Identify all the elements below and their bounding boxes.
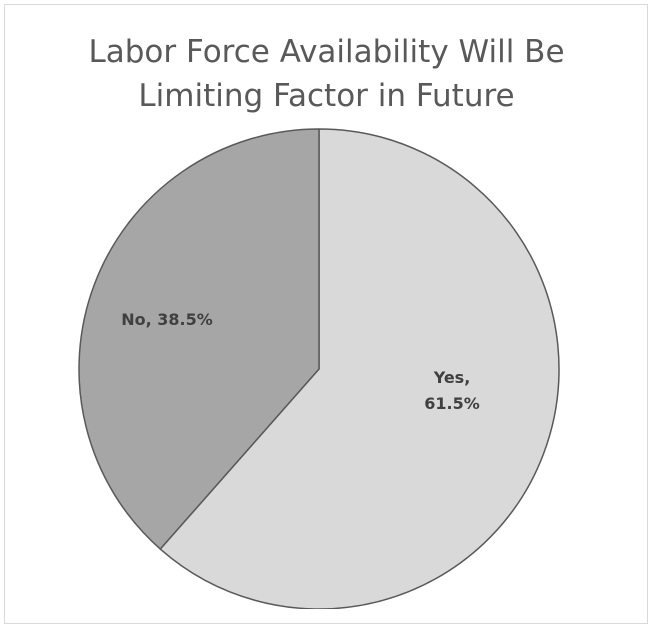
pie-slice-yes xyxy=(159,128,560,609)
chart-title-line-2: Limiting Factor in Future xyxy=(138,78,515,114)
data-label-yes-line-1: Yes, xyxy=(433,368,471,387)
pie-slice-no xyxy=(78,128,320,550)
data-label-yes-line-2: 61.5% xyxy=(424,394,480,413)
pie-chart: Yes, 61.5% No, 38.5% xyxy=(78,128,560,609)
chart-title-line-1: Labor Force Availability Will Be xyxy=(88,34,565,70)
pie-slices xyxy=(78,128,560,609)
chart-title: Labor Force Availability Will Be Limitin… xyxy=(0,30,653,118)
data-label-no-line-1: No, 38.5% xyxy=(121,310,213,329)
data-label-yes: Yes, 61.5% xyxy=(424,368,480,413)
data-label-no: No, 38.5% xyxy=(121,310,213,329)
pie-labels: Yes, 61.5% No, 38.5% xyxy=(121,310,480,413)
